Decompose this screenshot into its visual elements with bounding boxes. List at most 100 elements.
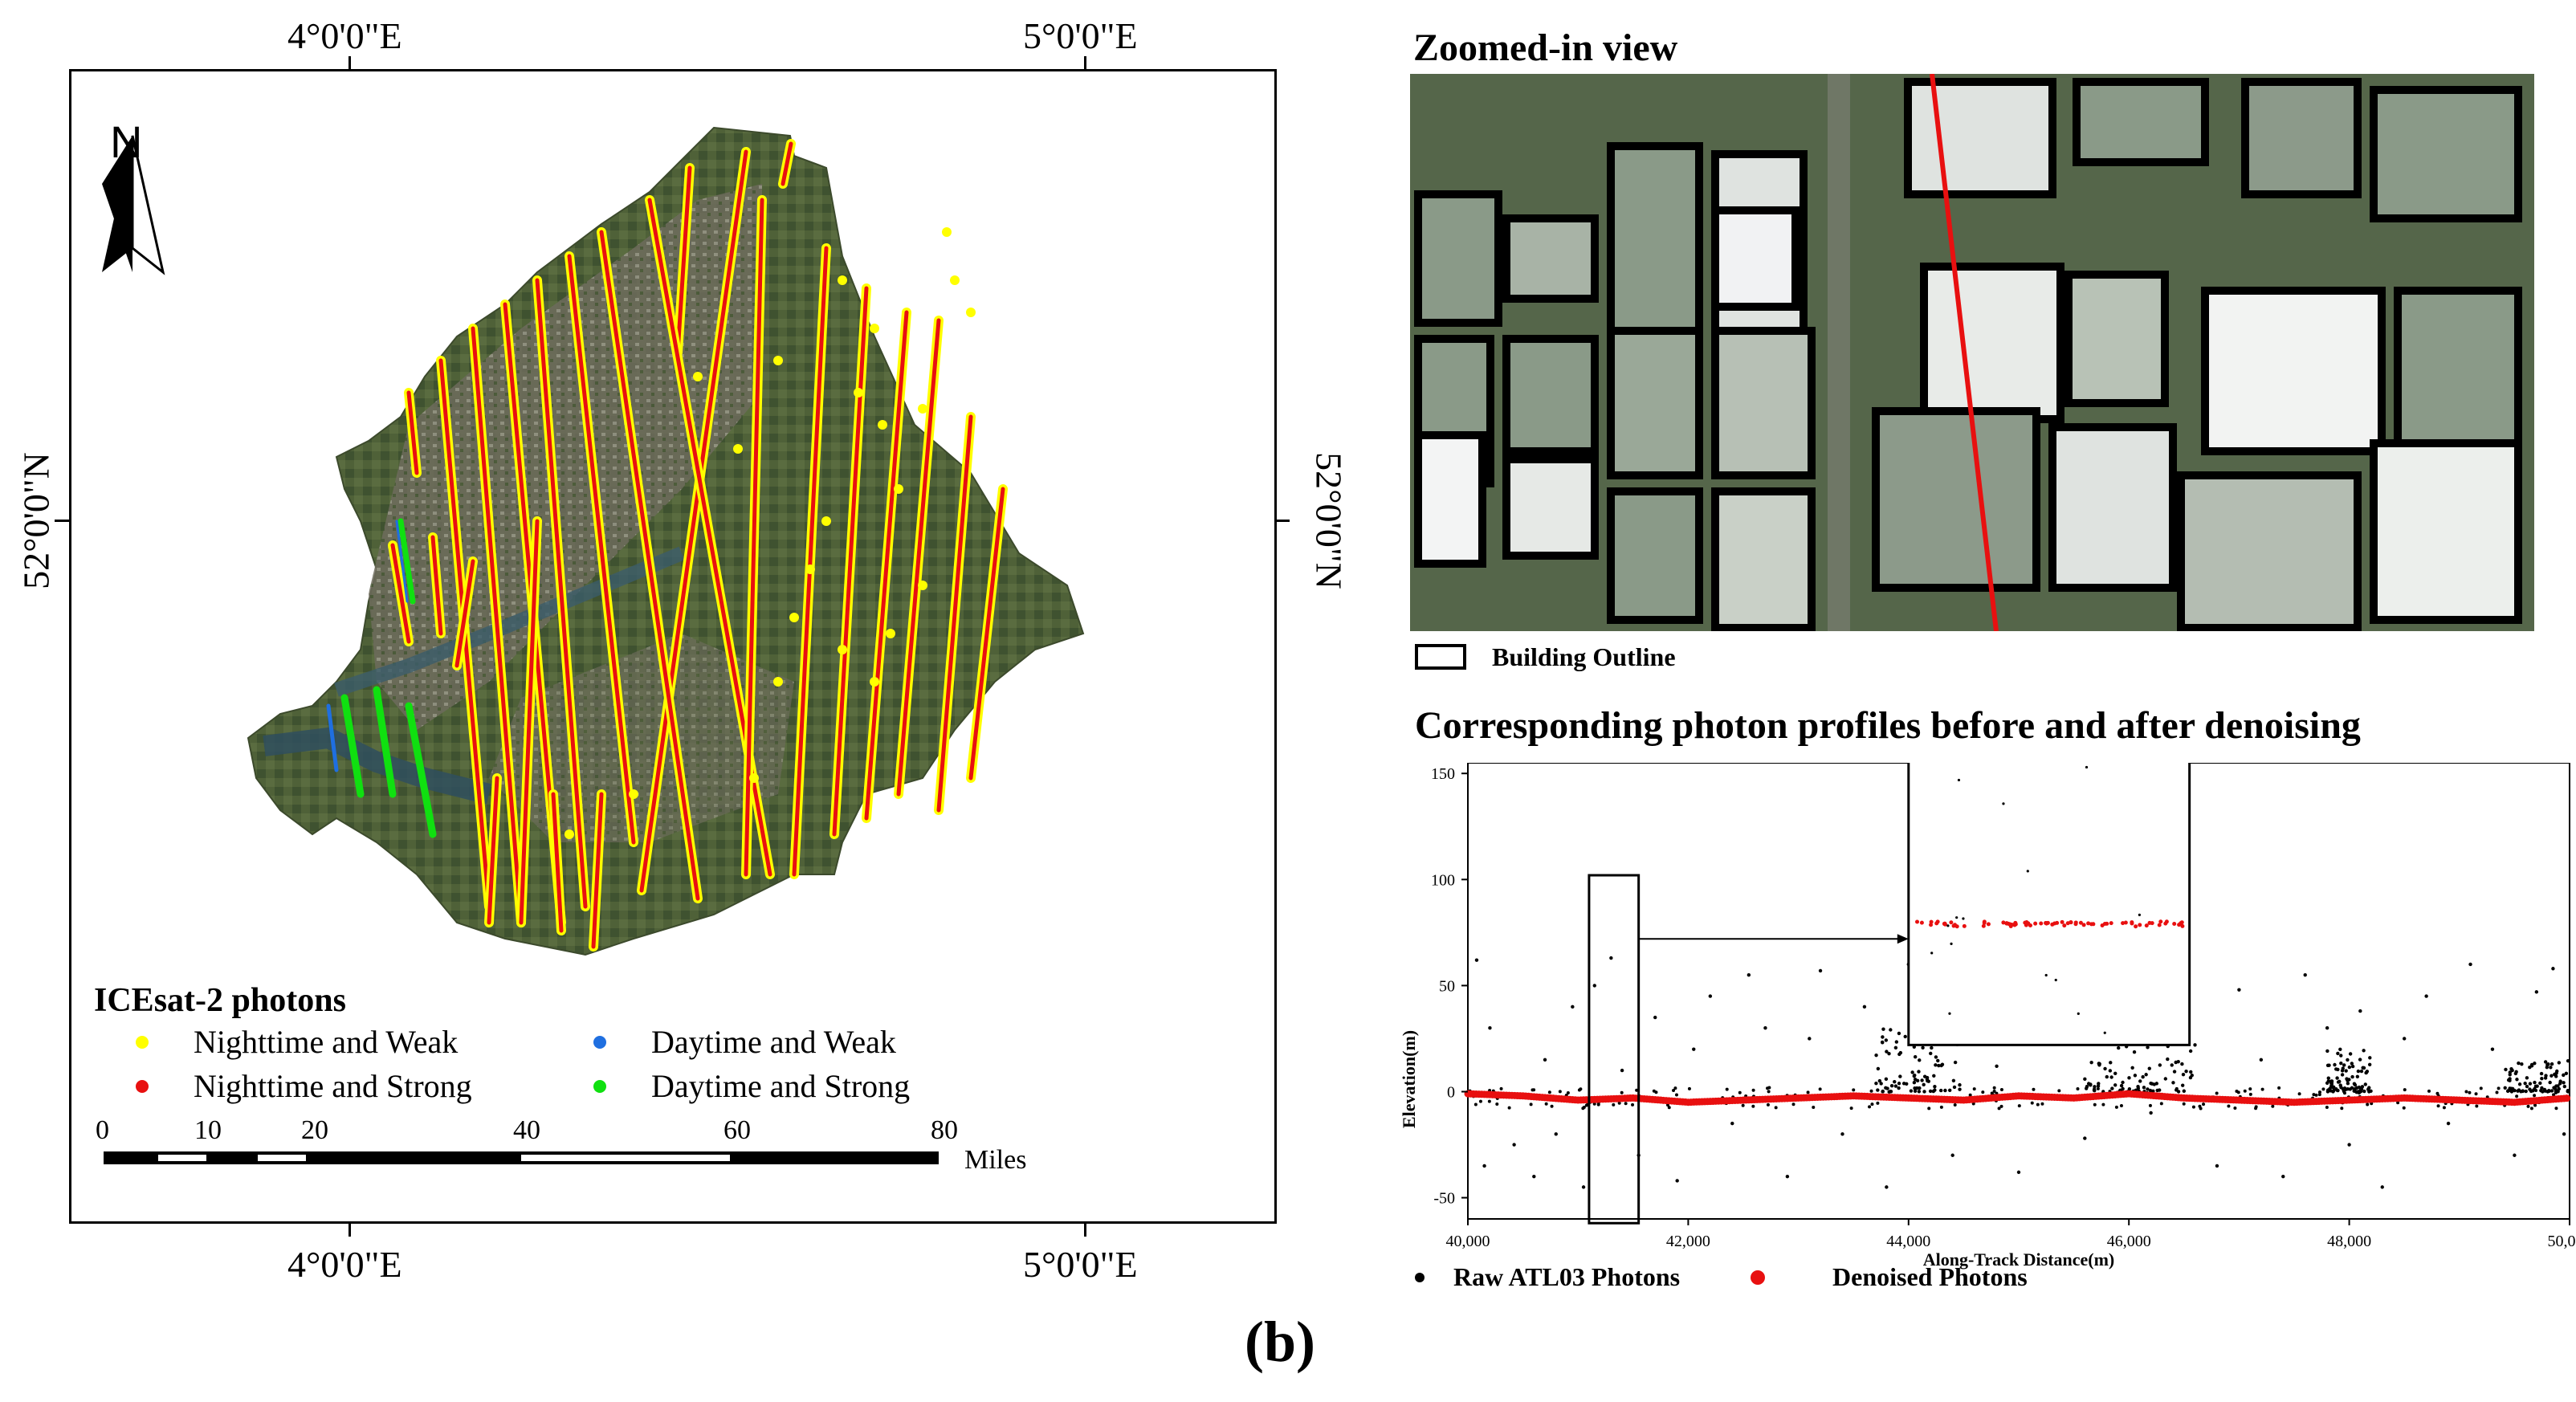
raw-photon-point	[2517, 1061, 2521, 1066]
raw-photon-point	[2148, 1103, 2152, 1107]
raw-photon-point	[1592, 984, 1596, 988]
raw-photon-point	[1852, 1088, 1856, 1092]
raw-photon-point	[2248, 1087, 2252, 1091]
raw-photon-point	[1933, 1085, 1937, 1089]
inset-denoised-point	[2147, 920, 2152, 925]
raw-photon-point	[2403, 1088, 2407, 1092]
raw-photon-point	[2546, 1062, 2550, 1066]
raw-photon-point	[2551, 967, 2555, 971]
raw-photon-point	[2474, 1092, 2478, 1096]
raw-photon-point	[2163, 1077, 2168, 1081]
raw-photon-point	[2350, 1074, 2354, 1079]
raw-photon-point	[1791, 1102, 1795, 1107]
inset-raw-point	[2026, 870, 2029, 873]
inset-raw-point	[2002, 802, 2005, 805]
raw-photon-point	[2347, 1065, 2352, 1070]
raw-photon-point	[1544, 1102, 1548, 1106]
raw-photon-point	[1952, 1085, 1957, 1090]
raw-photon-point	[2227, 1104, 2231, 1108]
raw-photon-point	[1887, 1090, 1891, 1094]
raw-photon-point	[2511, 1086, 2515, 1091]
raw-photon-point	[2350, 1062, 2354, 1066]
raw-photon-point	[2101, 1102, 2105, 1107]
inset-denoised-point	[1919, 920, 1924, 925]
inset-denoised-point	[2004, 921, 2009, 926]
building-outline-map	[1410, 74, 2534, 631]
raw-photon-point	[2354, 1086, 2359, 1090]
raw-photon-point	[2110, 1086, 2114, 1090]
raw-photon-point	[2517, 1088, 2521, 1092]
raw-photon-point	[1512, 1143, 1516, 1147]
raw-photon-point	[2326, 1076, 2330, 1080]
raw-photon-point	[1620, 1068, 1624, 1073]
raw-photon-point	[1774, 1106, 1778, 1110]
raw-photon-point	[2340, 1107, 2344, 1111]
raw-photon-point	[2329, 1079, 2333, 1083]
raw-photon-point	[2354, 1090, 2358, 1094]
raw-photon-point	[2358, 1009, 2362, 1013]
raw-photon-point	[1806, 1090, 1810, 1094]
graticule-tick	[55, 520, 69, 522]
scale-label: 60	[723, 1115, 751, 1145]
raw-photon-point	[1631, 1102, 1635, 1107]
raw-photon-point	[2093, 1088, 2097, 1093]
raw-photon-point	[2338, 1079, 2342, 1084]
raw-photon-point	[2347, 1143, 2351, 1147]
raw-photon-point	[2538, 1081, 2542, 1086]
raw-photon-point	[1543, 1058, 1547, 1062]
inset-denoised-point	[2158, 919, 2163, 924]
raw-photon-point	[2040, 1102, 2044, 1106]
raw-photon-point	[2254, 1105, 2258, 1109]
raw-photon-point	[1893, 1045, 1898, 1050]
raw-photon-point	[1893, 1084, 1898, 1088]
raw-photon-point	[2520, 1062, 2524, 1066]
raw-photon-point	[2342, 1091, 2346, 1095]
raw-photon-point	[2109, 1075, 2113, 1079]
raw-photon-point	[2334, 1087, 2338, 1091]
raw-photon-point	[1495, 1102, 1499, 1107]
raw-photon-point	[1922, 1090, 1926, 1094]
raw-photon-point	[1692, 1047, 1696, 1051]
lon-label-top: 5°0'0"E	[1023, 15, 1138, 56]
raw-photon-point	[1558, 1090, 1562, 1094]
x-tick-label: 48,000	[2327, 1233, 2371, 1250]
raw-photon-point	[1915, 1078, 1920, 1083]
raw-photon-point	[2180, 1062, 2184, 1066]
raw-photon-point	[2113, 1071, 2117, 1076]
inset-denoised-point	[2013, 922, 2018, 927]
raw-photon-point	[2364, 1070, 2368, 1075]
inset-denoised-point	[2028, 923, 2032, 928]
raw-photon-point	[2345, 1077, 2349, 1081]
zoom-title: Zoomed-in view	[1413, 26, 1678, 69]
raw-photon-point	[2259, 1058, 2264, 1062]
raw-photon-point	[2093, 1102, 2097, 1107]
raw-photon-point	[2542, 1087, 2547, 1092]
raw-photon-point	[1708, 994, 1713, 998]
raw-photon-point	[2317, 1093, 2321, 1097]
raw-photon-point	[1581, 1185, 1586, 1189]
raw-photon-point	[1897, 1086, 1901, 1090]
raw-photon-point	[2355, 1074, 2360, 1078]
raw-photon-point	[2495, 1090, 2499, 1094]
raw-photon-point	[2180, 1083, 2185, 1087]
denoised-photon-legend-dot	[1751, 1270, 1765, 1285]
river	[263, 727, 492, 805]
raw-photon-point	[1862, 1005, 1867, 1009]
x-axis-label: Along-Track Distance(m)	[1923, 1249, 2115, 1270]
raw-photon-point	[1938, 1088, 1943, 1093]
raw-photon-point	[2557, 1086, 2562, 1091]
raw-photon-point	[2335, 1076, 2339, 1080]
inset-denoised-point	[1915, 919, 1920, 924]
raw-photon-point	[1751, 1088, 1755, 1092]
raw-photon-point	[1898, 1074, 1902, 1078]
raw-photon-point	[1881, 1027, 1885, 1031]
raw-photon-point	[1889, 1083, 1894, 1088]
raw-photon-point	[1997, 1107, 2001, 1111]
raw-photon-point	[1917, 1090, 1922, 1094]
raw-photon-point	[2233, 1107, 2237, 1111]
inset-denoised-point	[2100, 923, 2105, 927]
raw-photon-point	[2549, 1066, 2553, 1070]
raw-photon-point	[1920, 1078, 1924, 1082]
raw-photon-point	[1953, 1102, 1957, 1107]
inset-denoised-point	[2073, 920, 2078, 925]
